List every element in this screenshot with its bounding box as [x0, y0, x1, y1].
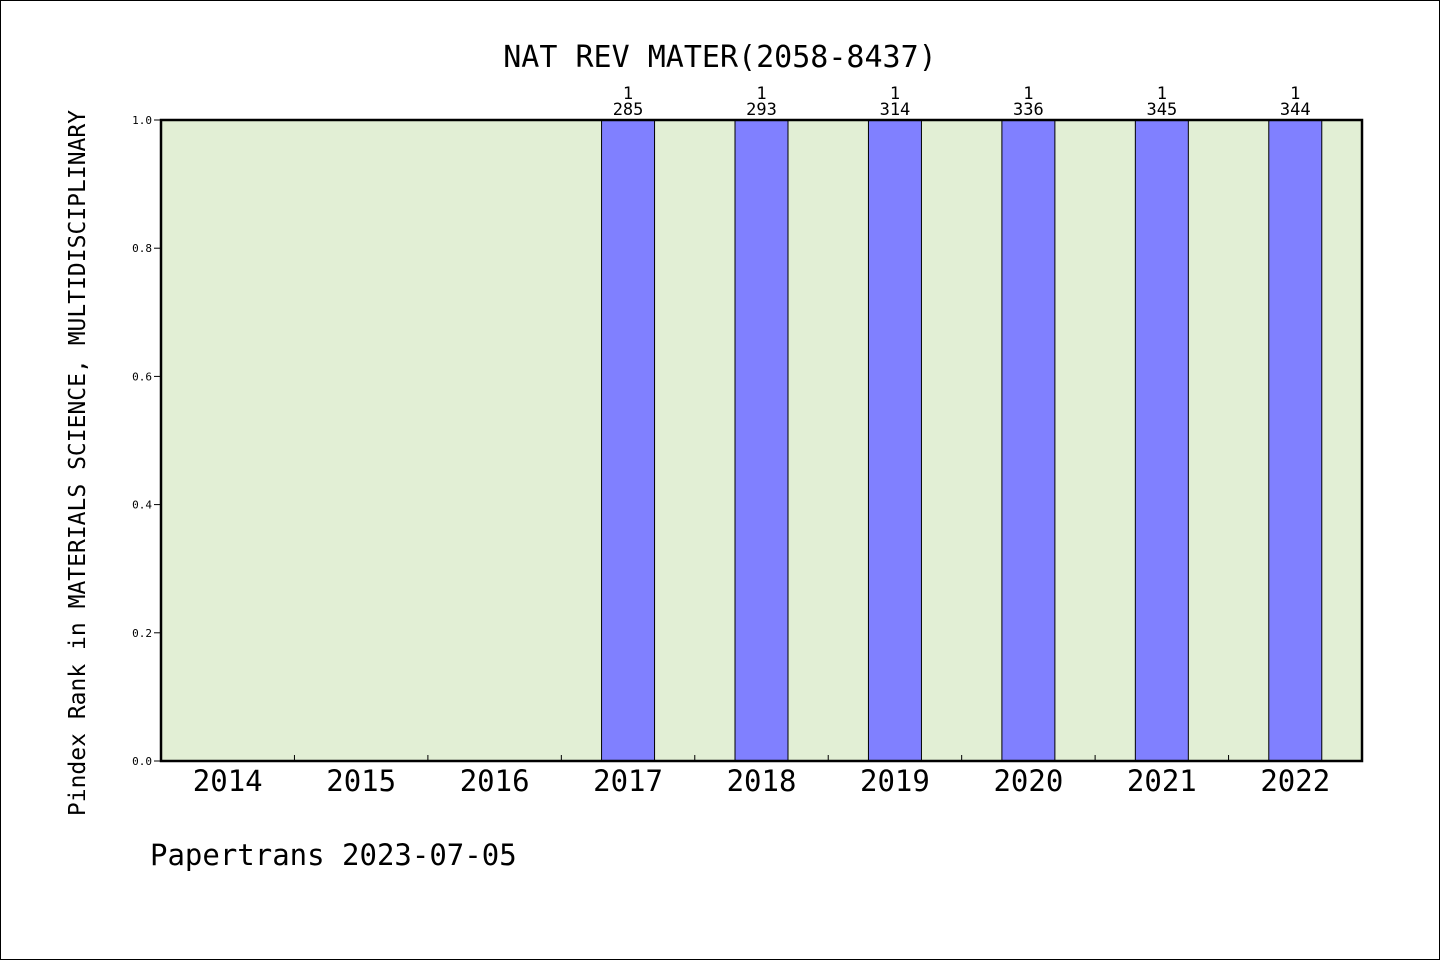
bar-rank-label-2020: 1 — [1023, 84, 1033, 104]
bar-total-label-2022: 344 — [1280, 100, 1311, 120]
bar-rank-label-2022: 1 — [1290, 84, 1300, 104]
bar-rank-label-2018: 1 — [756, 84, 766, 104]
bar-2020 — [1001, 119, 1056, 762]
x-tick-label-2016: 2016 — [460, 764, 530, 798]
plot-border — [159, 118, 1364, 763]
bar-2017 — [601, 119, 656, 762]
bar-total-label-2018: 293 — [746, 100, 777, 120]
x-tick-label-2020: 2020 — [993, 764, 1063, 798]
y-axis-label: Pindex Rank in MATERIALS SCIENCE, MULTID… — [65, 110, 91, 816]
y-axis-ticks: 0.0 0.2 0.4 0.6 0.8 1.0 — [132, 114, 160, 768]
bar-2022 — [1268, 119, 1323, 762]
chart-title: NAT REV MATER(2058-8437) — [503, 40, 936, 75]
x-tick-label-2021: 2021 — [1127, 764, 1197, 798]
bar-2019 — [867, 119, 922, 762]
bar-total-label-2021: 345 — [1146, 100, 1177, 120]
y-tick-label: 0.2 — [132, 627, 152, 640]
bar-total-label-2017: 285 — [613, 100, 644, 120]
bar-2018 — [734, 119, 789, 762]
x-tick-label-2015: 2015 — [326, 764, 396, 798]
footer-text: Papertrans 2023-07-05 — [150, 838, 517, 872]
bar-total-label-2019: 314 — [880, 100, 911, 120]
x-tick-label-2019: 2019 — [860, 764, 930, 798]
y-tick-label: 0.6 — [132, 370, 152, 383]
x-tick-label-2018: 2018 — [727, 764, 797, 798]
x-tick-label-2022: 2022 — [1260, 764, 1330, 798]
y-tick-label: 0.4 — [132, 499, 152, 512]
y-tick-label: 0.8 — [132, 242, 152, 255]
bar-rank-label-2021: 1 — [1157, 84, 1167, 104]
bar-total-label-2020: 336 — [1013, 100, 1044, 120]
x-axis-ticks: 2014 2015 2016 2017 2018 2019 2020 2021 2022 — [193, 755, 1330, 798]
bar-rank-label-2019: 1 — [890, 84, 900, 104]
y-tick-label: 0.0 — [132, 755, 152, 768]
bar-rank-label-2017: 1 — [623, 84, 633, 104]
bar-2021 — [1134, 119, 1189, 762]
y-tick-label: 1.0 — [132, 114, 152, 127]
x-tick-label-2014: 2014 — [193, 764, 263, 798]
bars-group — [601, 119, 1323, 762]
x-tick-label-2017: 2017 — [593, 764, 663, 798]
